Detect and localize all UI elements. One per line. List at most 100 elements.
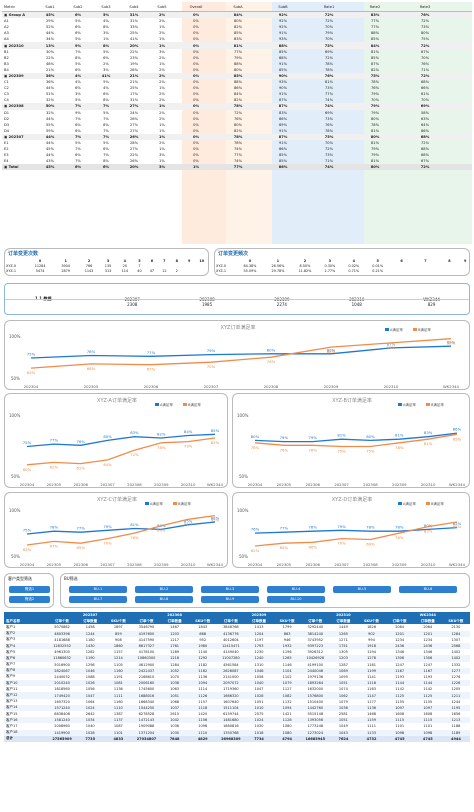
table-cell: 1155 xyxy=(423,699,433,704)
table-cell: 客户15 xyxy=(6,711,18,716)
top-row-label: B4 xyxy=(4,67,9,72)
top-cell: 91% xyxy=(452,56,472,60)
table-row[interactable]: 客户18 1419900 1028 1101 1371204 1030 1110 135076… xyxy=(4,729,470,736)
data-label: 77% xyxy=(50,438,59,443)
table-row[interactable]: 客户5 4961300 1282 1157 4178100 1289 1140 4149040… xyxy=(4,649,470,655)
table-row[interactable]: 客户13 1657320 1064 1160 1668340 1068 1157 160764… xyxy=(4,699,470,705)
top-cell: 27% xyxy=(130,147,138,152)
data-label: 76% xyxy=(130,535,139,540)
table-row[interactable]: 客户16 1581240 1034 1137 1472143 1042 1156 148168… xyxy=(4,717,470,724)
top-cell: 78% xyxy=(233,104,243,109)
table-row[interactable]: 客户1 5070862 1458 1897 3546790 1467 1843 3846768… xyxy=(4,624,470,630)
table-row[interactable]: 客户2 4803396 1244 859 4197600 1203 868 4136776 12… xyxy=(4,630,470,637)
bu-filter-button[interactable]: BU-5 xyxy=(333,586,391,593)
table-row[interactable]: 客户11 1818560 1056 1136 1745600 1063 1114 171936… xyxy=(4,686,470,692)
ocTbl-cell: 47 xyxy=(149,269,155,274)
ofTbl-cell: XYZ-0 xyxy=(216,264,227,269)
top-row-label: A2 xyxy=(4,25,9,30)
ocTbl-cell: 2879 xyxy=(61,269,70,274)
table-total-cell: 4829 xyxy=(197,736,208,741)
table-cell: 1160 xyxy=(113,668,123,673)
data-label: 60% xyxy=(23,467,32,472)
top-cell: 75% xyxy=(370,73,380,78)
top-header-10: Rate2 xyxy=(369,4,381,9)
legend-swatch xyxy=(398,403,402,406)
data-label: 81% xyxy=(337,433,346,438)
table-cell: 1226 xyxy=(451,681,461,686)
bu-filter-button[interactable]: BU-3 xyxy=(201,586,259,593)
table-row[interactable]: 客户17 2008960 1040 1087 1909088 1036 1096 188081… xyxy=(4,723,470,729)
top-cell: 79% xyxy=(371,147,379,152)
top-row-label[interactable]: ▣ Group A xyxy=(4,13,26,18)
bu-filter-button[interactable]: BU-8 xyxy=(135,596,193,603)
top-row-label: E2 xyxy=(4,147,9,152)
top-cell: 7% xyxy=(74,104,82,109)
table-cell: 5515148 xyxy=(307,712,324,717)
customer-filter-1[interactable]: 筛选1 xyxy=(9,586,50,593)
table-row[interactable]: 客户4 12832552 1430 1860 8617327 1761 1980 124154… xyxy=(4,642,470,650)
table-cell: 1024 xyxy=(85,705,95,710)
top-row: E4 43% 7% 8% 26% 1% 0% 74% 85% 71% 81% 67% 79% xyxy=(2,158,472,164)
top-row-label[interactable]: ▣ 202308 xyxy=(4,104,24,109)
x-tick-label: 202309 xyxy=(154,482,169,487)
table-cell: 1142 xyxy=(423,687,433,692)
table-row[interactable]: 客户12 1749420 1047 1111 1688016 1051 1126 166632… xyxy=(4,692,470,699)
top-header-11: Rate3 xyxy=(419,4,431,9)
table-cell: 8617327 xyxy=(138,644,155,649)
table-row[interactable]: 客户14 1571240 1024 1110 1544250 1037 1118 151110… xyxy=(4,704,470,711)
top-cell: 92% xyxy=(279,25,287,30)
ocTbl-cell: 313 xyxy=(104,269,112,274)
top-cell: 0% xyxy=(193,159,199,164)
bu-filter-button[interactable]: BU-6 xyxy=(399,586,457,593)
table-row[interactable]: 客户9 2440032 1088 1191 2168610 1070 1136 2141000… xyxy=(4,674,470,680)
table-cell: 1918 xyxy=(367,644,376,649)
legend-label: A满足率 xyxy=(403,402,416,407)
top-row: ▣ Total 45% 6% 6% 20% 3% 1% 77% 86% 74% 80% 72% 88% xyxy=(2,164,472,171)
customer-filter-2[interactable]: 筛选2 xyxy=(9,596,50,603)
top-cell: 6% xyxy=(74,13,82,18)
line-chart-5: XYZ-D订单满足率 A满足率 B满足率 100% 50% 202304 202305 202… xyxy=(232,492,470,568)
customer-filter-title: 客户类型筛选 xyxy=(8,576,32,581)
band-d xyxy=(364,2,472,244)
table-cell: 2824067 xyxy=(54,668,70,673)
table-row[interactable]: 客户8 2824067 1046 1160 2422437 1052 1162 2626087… xyxy=(4,667,470,674)
ocTbl-cell: 2883 xyxy=(27,274,53,276)
table-cell: 1481680 xyxy=(223,718,239,723)
top-row-label[interactable]: ▣ 202309 xyxy=(4,73,24,78)
bu-filter-button[interactable]: BU-9 xyxy=(201,596,259,603)
top-header-8: SubB xyxy=(278,4,288,9)
bu-filter-button[interactable]: BU-1 xyxy=(69,586,127,593)
top-cell: 2% xyxy=(158,73,166,78)
table-row[interactable]: 客户3 4181688 1180 908 4147590 1217 952 4012604 11… xyxy=(4,637,470,643)
table-cell: 1979136 xyxy=(307,674,324,679)
top-cell: 79% xyxy=(234,55,242,60)
table-row[interactable]: 客户15 6838408 2642 1387 6278528 2615 1420 615974… xyxy=(4,711,470,717)
table-cell: 2440032 xyxy=(54,674,70,679)
data-label: 77% xyxy=(76,526,85,531)
top-cell: 2% xyxy=(159,110,165,115)
ofTbl-cell: 0.35% xyxy=(342,274,366,276)
main-line-chart-svg: XYZ订单满足率 A满足率 B满足率 100% 50% 202304 202305 20230… xyxy=(9,324,460,389)
bu-filter-button[interactable]: BU-10 xyxy=(267,596,325,603)
top-cell: 67% xyxy=(421,159,429,164)
top-cell: 6% xyxy=(75,128,81,133)
top-cell: 55% xyxy=(46,122,54,127)
table-row[interactable]: 客户6 11860632 1190 1214 10860300 1218 1292 11007… xyxy=(4,655,470,662)
top-row-label[interactable]: ▣ 202310 xyxy=(4,43,24,48)
top-row: E2 45% 7% 6% 27% 1% 0% 74% 86% 72% 79% 68% 76% xyxy=(2,146,472,152)
table-row[interactable]: 客户7 5016900 1298 1105 4612900 1284 1182 4561584… xyxy=(4,662,470,668)
top-cell: 0% xyxy=(193,122,199,127)
top-cell: 30% xyxy=(46,49,54,54)
table-row[interactable]: 客户10 2010240 1026 1081 2006160 1038 1094 209707… xyxy=(4,680,470,687)
top-cell: 2% xyxy=(159,67,165,72)
table-cell: 1040 xyxy=(254,681,264,686)
top-cell: 0% xyxy=(192,43,200,48)
bu-filter-button[interactable]: BU-7 xyxy=(69,596,127,603)
table-total-cell: 16685945 xyxy=(305,736,325,741)
bu-filter-button[interactable]: BU-2 xyxy=(135,586,193,593)
table-total-cell: 7735 xyxy=(85,736,96,741)
bu-filter-button[interactable]: BU-4 xyxy=(267,586,325,593)
top-row-label[interactable]: ▣ 202307 xyxy=(4,134,24,139)
data-label: 67% xyxy=(147,367,156,372)
top-cell: 78% xyxy=(371,80,379,85)
